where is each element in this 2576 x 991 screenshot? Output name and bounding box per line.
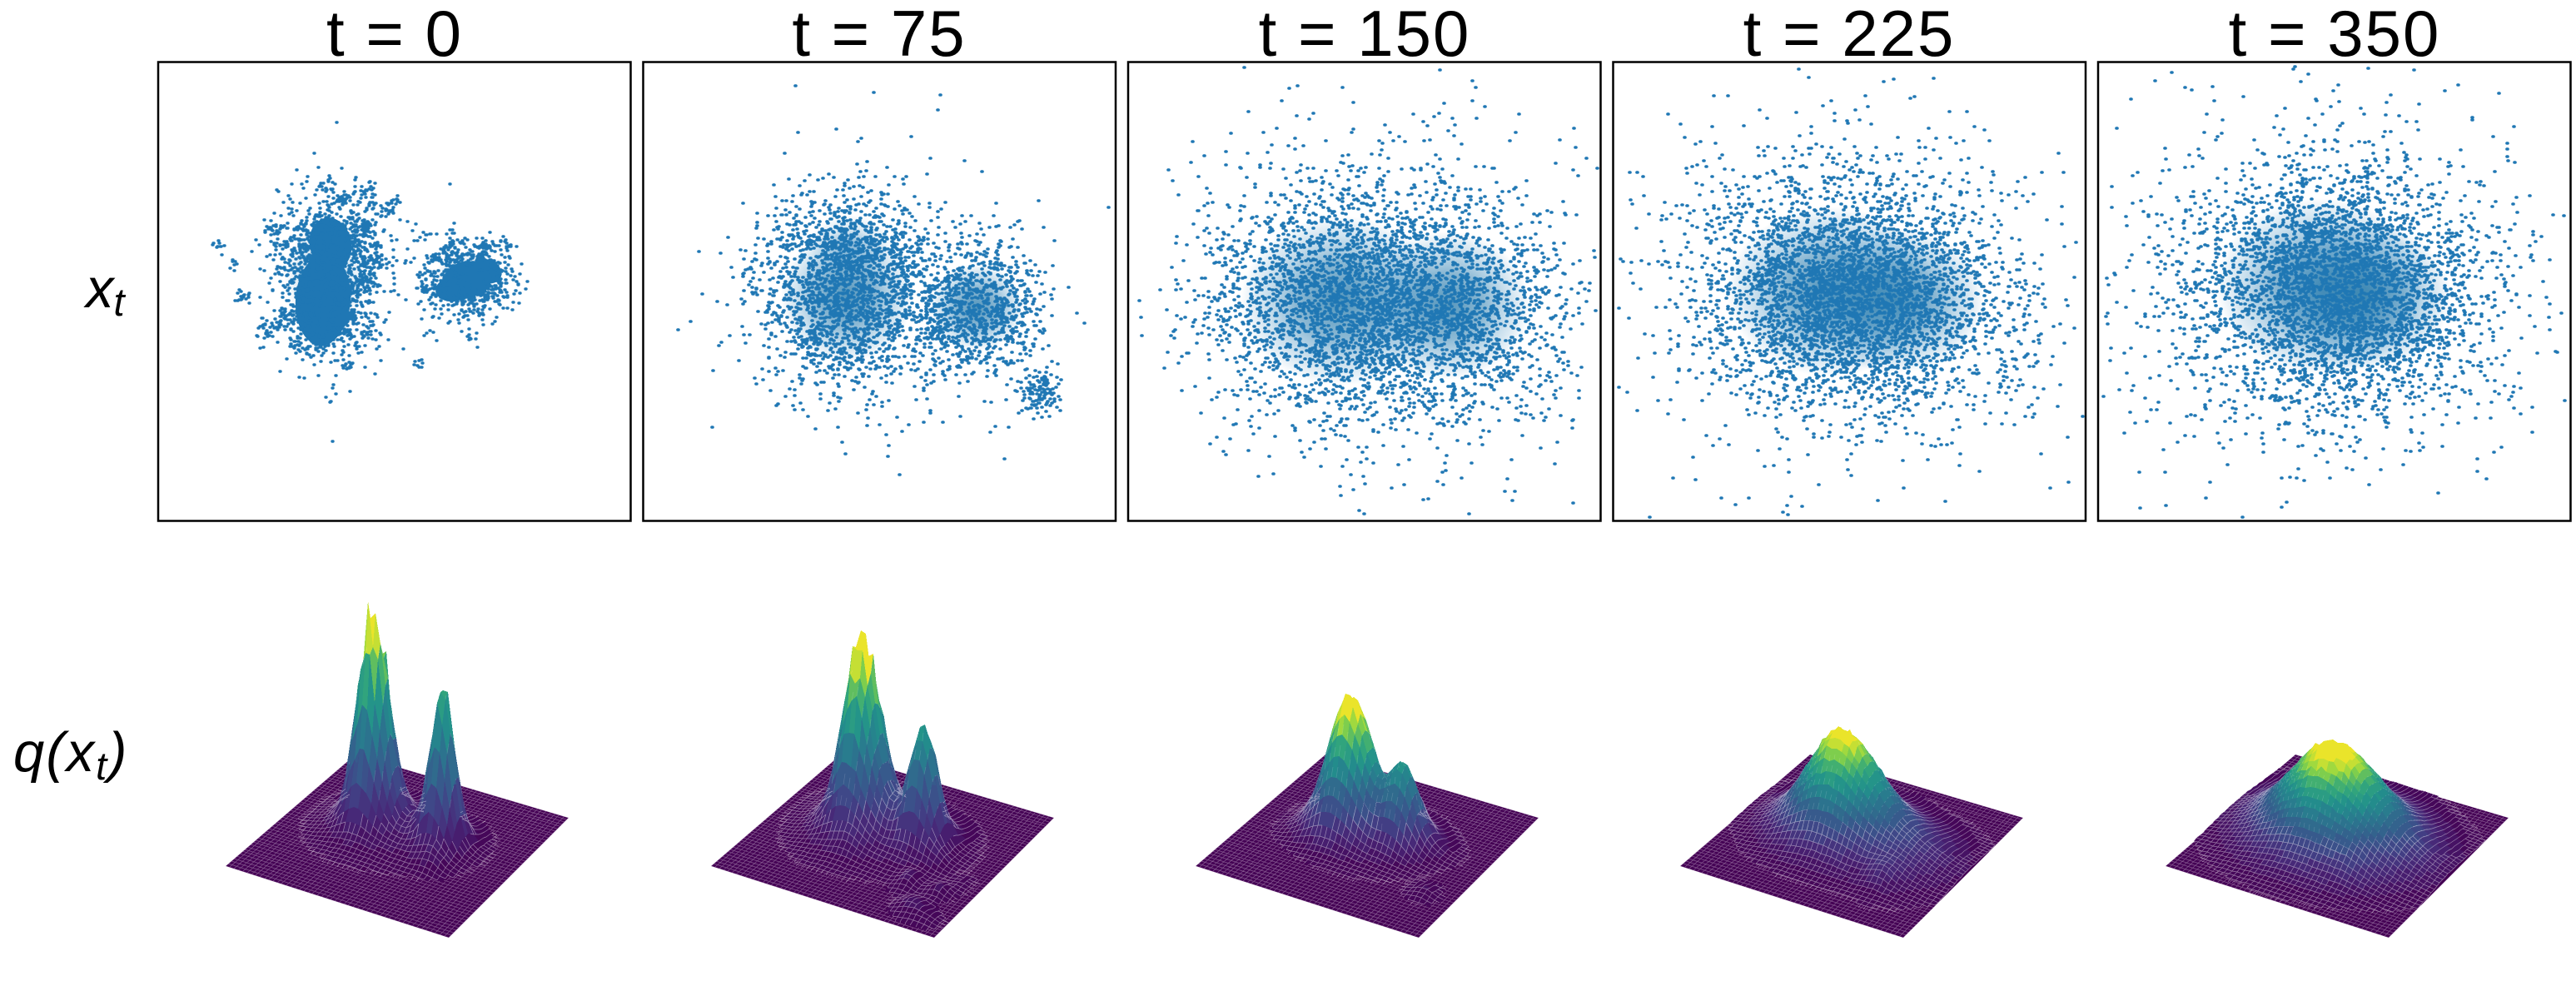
- svg-text:q(xt): q(xt): [13, 721, 128, 788]
- svg-text:t = 75: t = 75: [792, 0, 966, 70]
- svg-text:t = 150: t = 150: [1259, 0, 1471, 70]
- svg-text:t = 225: t = 225: [1743, 0, 1956, 70]
- svg-text:t = 0: t = 0: [326, 0, 463, 70]
- svg-text:t = 350: t = 350: [2229, 0, 2441, 70]
